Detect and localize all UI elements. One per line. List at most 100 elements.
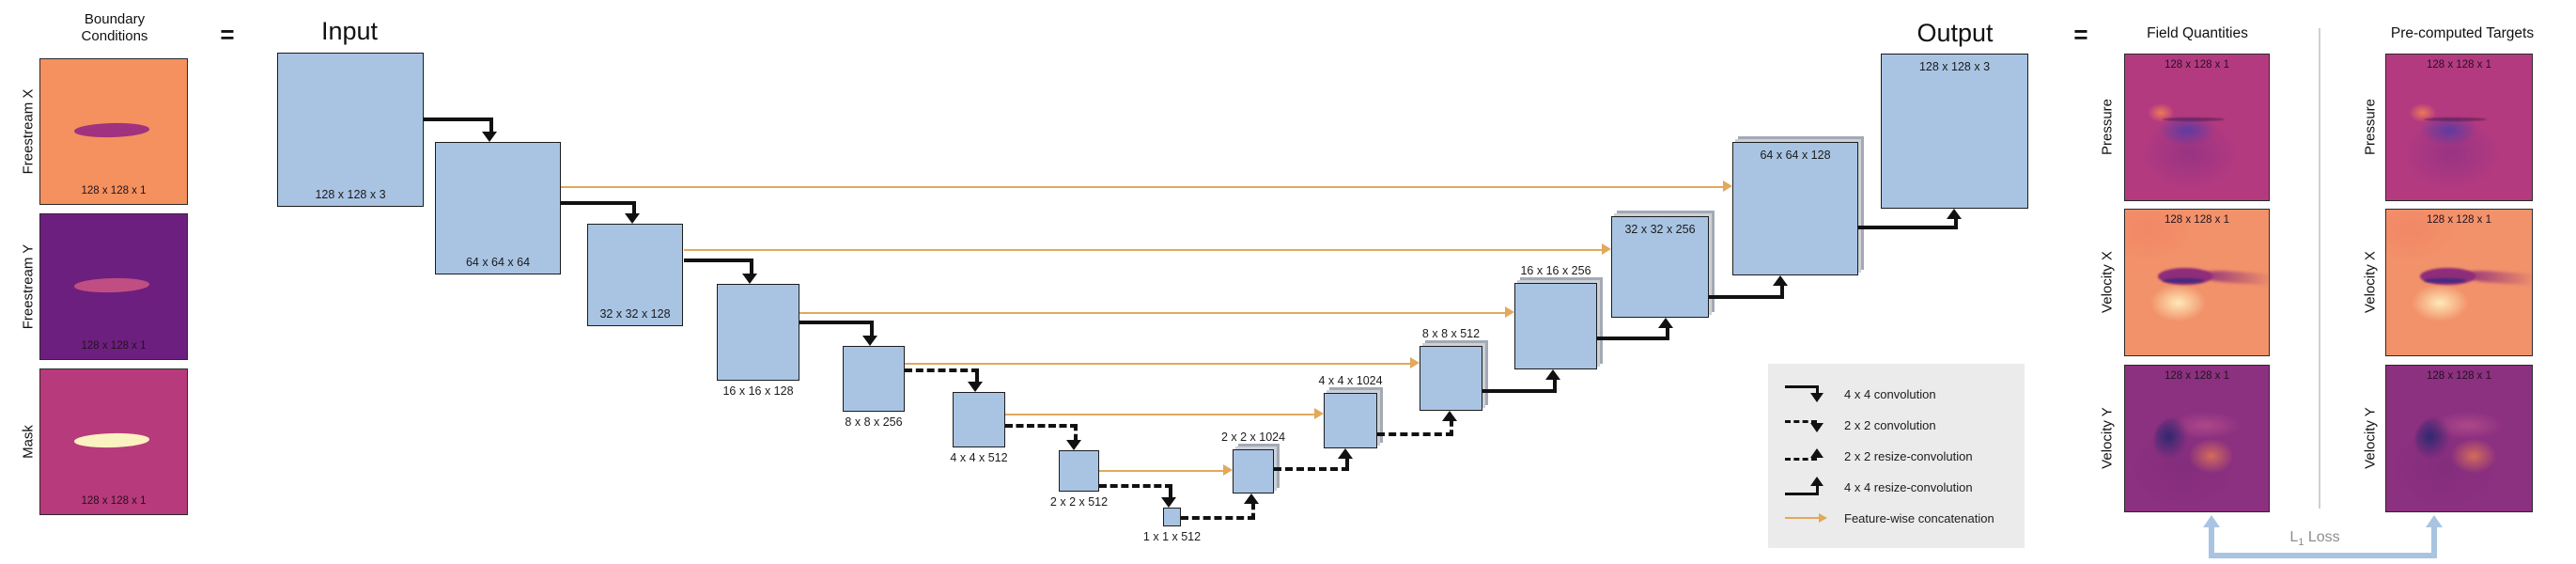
freestream-x-dim-label: 128 x 128 x 1 [81, 185, 147, 196]
resize-conv-arrow-v [1666, 327, 1669, 340]
concat-arrowhead [1505, 306, 1514, 318]
airfoil-core-shape [2424, 277, 2467, 284]
legend-row: 2 x 2 convolution [1785, 415, 2025, 435]
conv-arrow-head [482, 132, 497, 142]
velocity-x-dim-label: 128 x 128 x 1 [2164, 214, 2230, 226]
decoder-block-2: 2 x 2 x 1024 [1221, 431, 1285, 494]
airfoil-shape [2424, 118, 2487, 122]
conv-arrow-h [561, 201, 636, 205]
resize-conv-arrow-h [1597, 337, 1669, 340]
conv-arrow-h [424, 118, 493, 121]
loss-bracket-segment [2431, 526, 2437, 556]
row-label-pressure: Pressure [2099, 98, 2116, 156]
equals-sign-left: = [220, 20, 235, 49]
encoder-block-1: 1 x 1 x 512 [1143, 508, 1201, 543]
conv-arrow-head [1161, 497, 1176, 508]
block-dim-label: 8 x 8 x 512 [1421, 327, 1481, 340]
channel-label-mask: Mask [20, 425, 37, 459]
input-title: Input [320, 17, 379, 45]
decoder-block-16: 16 x 16 x 256 [1514, 264, 1597, 369]
conv-arrow-h [799, 321, 874, 324]
conv-arrow-v [870, 321, 874, 337]
resize2-arrow-icon [1785, 446, 1832, 466]
resize-conv-arrow-head [1947, 209, 1962, 219]
output-title: Output [1916, 19, 1994, 47]
legend-row: 4 x 4 resize-convolution [1785, 477, 2025, 497]
resize-conv-arrow-h [1709, 295, 1784, 299]
row-label-velocity-x-target: Velocity X [2362, 251, 2379, 313]
freestream-y-dim-label: 128 x 128 x 1 [81, 340, 147, 352]
conv-arrow-head [862, 336, 877, 346]
resize-conv-arrow-head [1338, 448, 1353, 459]
resize-conv-arrow-v [1345, 458, 1349, 471]
block-dim-label: 128 x 128 x 3 [315, 188, 386, 201]
target-velocity-y-image: 128 x 128 x 1 [2385, 365, 2533, 512]
resize-conv-arrow-v [1553, 379, 1557, 393]
equals-sign-right: = [2073, 20, 2088, 49]
boundary-title-line1: Boundary [84, 11, 146, 27]
velocity-y-dim-label: 128 x 128 x 1 [2164, 370, 2230, 382]
leading-edge-shape [2415, 417, 2451, 460]
decoder-block-32: 32 x 32 x 256 [1611, 216, 1709, 318]
column-divider [2319, 28, 2320, 509]
airfoil-shape [73, 431, 149, 448]
channel-label-freestream-y: Freestream Y [20, 243, 37, 330]
resize-conv-arrow-head [1658, 318, 1673, 328]
airfoil-shape [73, 276, 149, 293]
block-dim-label: 2 x 2 x 1024 [1220, 431, 1286, 444]
conv4-arrow-icon [1785, 384, 1832, 404]
mask-image: 128 x 128 x 1 [39, 368, 188, 515]
boundary-conditions-title: Boundary Conditions [43, 11, 186, 45]
legend-label: 4 x 4 resize-convolution [1844, 479, 1973, 494]
conv-arrow-v [1169, 484, 1172, 498]
concat-line [1099, 470, 1224, 472]
l1-loss-label: L1 Loss [2289, 529, 2339, 548]
block-dim-label: 16 x 16 x 256 [1520, 264, 1591, 277]
encoder-block-16: 16 x 16 x 128 [717, 284, 799, 398]
freestream-x-image: 128 x 128 x 1 [39, 58, 188, 205]
field-quantities-title: Field Quantities [2147, 25, 2248, 41]
conv-arrow-v [750, 258, 753, 274]
row-label-velocity-y: Velocity Y [2099, 407, 2116, 469]
velocity-y-dim-label: 128 x 128 x 1 [2426, 370, 2492, 382]
encoder-block-4: 4 x 4 x 512 [950, 392, 1008, 464]
block-dim-label: 4 x 4 x 1024 [1318, 374, 1383, 387]
concat-arrowhead [1723, 180, 1732, 192]
encoder-block-32: 32 x 32 x 128 [587, 224, 683, 326]
block-dim-label: 32 x 32 x 256 [1624, 223, 1696, 236]
conv-arrow-v [1074, 424, 1078, 441]
airfoil-core-shape [2162, 277, 2205, 284]
concat-line [684, 249, 1603, 251]
concat-line [905, 363, 1411, 365]
loss-suffix: Loss [2307, 529, 2340, 545]
conv-arrow-h [1099, 484, 1172, 488]
loss-subscript: 1 [2298, 537, 2304, 549]
leading-edge-shape [2153, 417, 2189, 460]
conv-arrow-head [742, 274, 757, 284]
concat-arrow-icon [1785, 508, 1832, 528]
concat-arrowhead [1223, 464, 1233, 476]
conv-arrow-v [489, 118, 493, 133]
row-label-velocity-y-target: Velocity Y [2362, 407, 2379, 469]
legend-label: 2 x 2 resize-convolution [1844, 448, 1973, 463]
block-dim-label: 4 x 4 x 512 [950, 451, 1008, 464]
boundary-title-line2: Conditions [81, 28, 148, 44]
loss-bracket-segment [2209, 553, 2437, 558]
conv-arrow-head [1066, 440, 1081, 450]
loss-arrow-up-right [2426, 515, 2443, 527]
resize-conv-arrow-h [1377, 432, 1453, 436]
block-dim-label: 128 x 128 x 3 [1918, 60, 1991, 73]
encoder-block-input: 128 x 128 x 3 [277, 53, 424, 207]
resize-conv-arrow-v [1251, 503, 1255, 520]
mask-dim-label: 128 x 128 x 1 [81, 495, 147, 507]
freestream-y-image: 128 x 128 x 1 [39, 213, 188, 360]
row-label-velocity-x: Velocity X [2099, 251, 2116, 313]
resize-conv-arrow-v [1954, 218, 1958, 229]
conv-arrow-v [975, 368, 979, 383]
encoder-block-8: 8 x 8 x 256 [843, 346, 905, 429]
predicted-velocity-x-image: 128 x 128 x 1 [2124, 209, 2270, 356]
conv-arrow-v [632, 201, 636, 214]
concat-arrowhead [1602, 243, 1611, 255]
channel-label-freestream-x: Freestream X [20, 88, 37, 175]
resize-conv-arrow-h [1274, 467, 1349, 471]
